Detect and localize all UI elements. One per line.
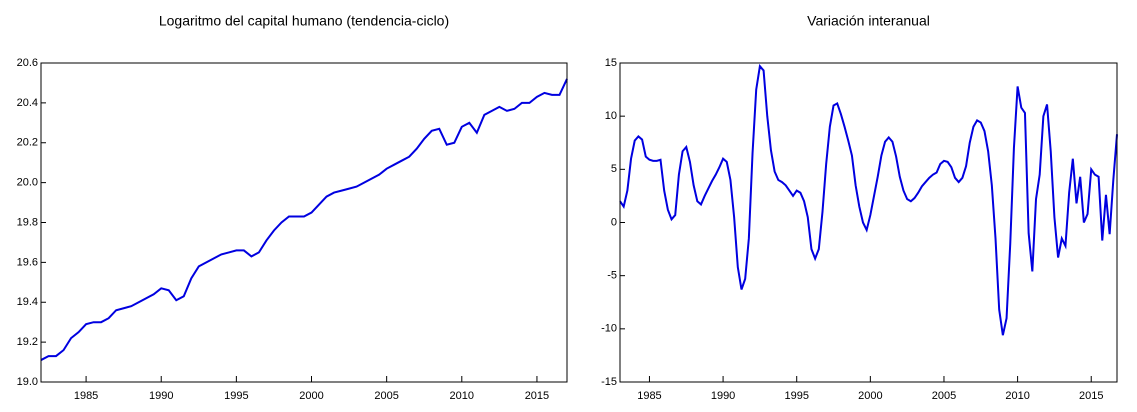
y-tick-label: 20.0 <box>17 177 38 189</box>
line-series <box>40 78 568 361</box>
y-tick-label: 10 <box>605 110 617 122</box>
y-tick-label: 20.2 <box>17 137 38 149</box>
y-tick-label: 19.6 <box>17 256 38 268</box>
x-tick-label: 2015 <box>525 390 549 402</box>
plot-frame <box>619 62 1118 383</box>
y-tick-label: -10 <box>601 323 617 335</box>
y-tick-label: 19.8 <box>17 216 38 228</box>
x-tick-label: 2005 <box>932 390 956 402</box>
x-tick-label: 1985 <box>74 390 98 402</box>
chart-title: Logaritmo del capital humano (tendencia-… <box>159 13 449 29</box>
y-tick-label: 19.2 <box>17 336 38 348</box>
y-tick-label: 19.4 <box>17 296 38 308</box>
x-tick-label: 2005 <box>374 390 398 402</box>
y-tick-label: 0 <box>611 216 617 228</box>
y-tick-label: 5 <box>611 163 617 175</box>
y-tick-label: -15 <box>601 376 617 388</box>
x-tick-label: 1995 <box>784 390 808 402</box>
x-tick-label: 2015 <box>1079 390 1103 402</box>
x-tick-label: 1995 <box>224 390 248 402</box>
x-tick-label: 1990 <box>149 390 173 402</box>
y-tick-label: 20.6 <box>17 57 38 69</box>
x-tick-label: 2010 <box>450 390 474 402</box>
line-series <box>619 63 1118 336</box>
x-tick-label: 2000 <box>299 390 323 402</box>
x-tick-label: 1990 <box>711 390 735 402</box>
x-tick-label: 2000 <box>858 390 882 402</box>
y-tick-label: 20.4 <box>17 97 38 109</box>
x-tick-label: 1985 <box>637 390 661 402</box>
x-tick-label: 2010 <box>1005 390 1029 402</box>
plot-frame <box>40 62 568 383</box>
y-tick-label: -5 <box>607 270 617 282</box>
y-tick-label: 19.0 <box>17 376 38 388</box>
chart-title: Variación interanual <box>807 13 930 29</box>
y-tick-label: 15 <box>605 57 617 69</box>
